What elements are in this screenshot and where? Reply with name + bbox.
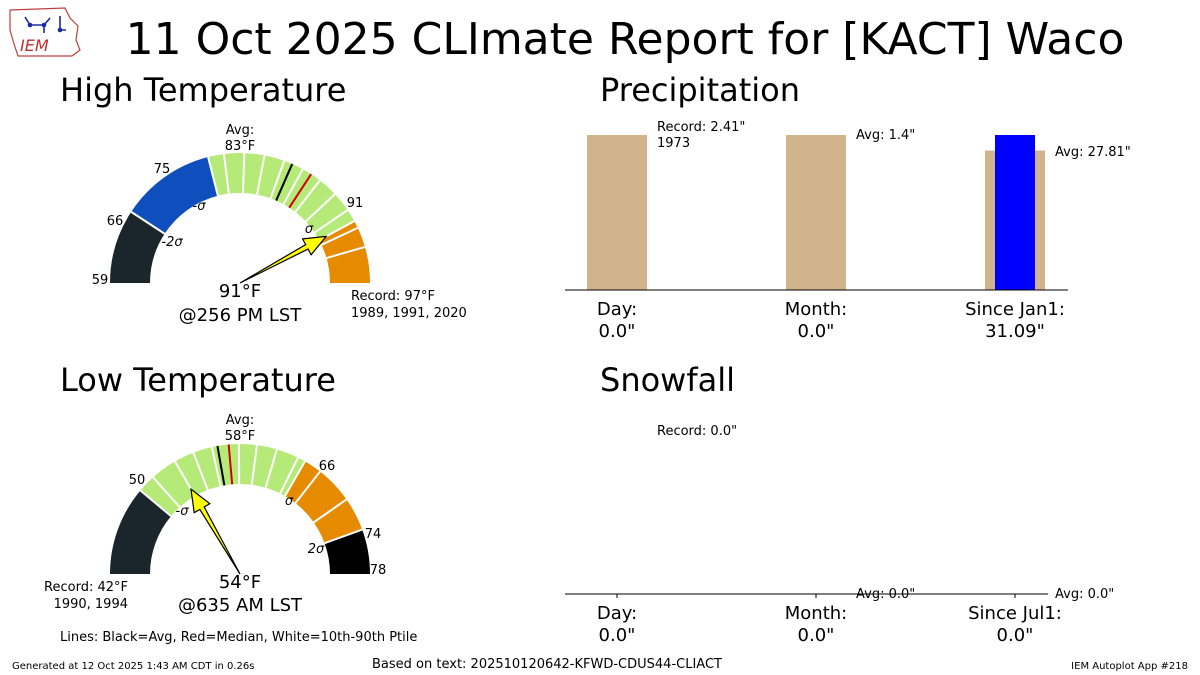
- high-temp-avg-value: 83°F: [225, 139, 256, 154]
- low-temp-value: 54°F: [219, 572, 261, 593]
- precip-record-year: 1973: [657, 136, 690, 151]
- low-temp-gauge: 50 66 74 78 -σ σ 2σ: [110, 443, 387, 578]
- sigma-label: σ: [285, 494, 294, 509]
- ptile-line: [269, 160, 286, 199]
- precip-val-day: 0.0": [599, 321, 636, 342]
- ptile-line: [321, 226, 359, 246]
- sigma-label: -2σ: [161, 235, 183, 250]
- page-title: 11 Oct 2025 CLImate Report for [KACT] Wa…: [126, 14, 1125, 65]
- low-temp-title: Low Temperature: [60, 361, 336, 399]
- gauge-band: [324, 529, 370, 574]
- precip-month-avg: Avg: 1.4": [856, 128, 915, 143]
- source-text-id: Based on text: 202510120642-KFWD-CDUS44-…: [372, 657, 722, 672]
- ptile-line: [313, 498, 348, 524]
- snow-record-label: Record: 0.0": [657, 424, 737, 439]
- high-temp-avg-label: Avg:: [226, 123, 254, 138]
- sigma-label: -σ: [176, 504, 190, 519]
- high-temp-time: @256 PM LST: [179, 305, 303, 326]
- sigma-label: σ: [305, 222, 314, 237]
- ptile-line: [241, 153, 246, 194]
- needle-arrow: [190, 487, 241, 575]
- logo-dot-icon: [27, 22, 33, 28]
- ptile-line: [305, 193, 336, 223]
- band-boundary: [207, 156, 219, 196]
- precip-year-avg: Avg: 27.81": [1055, 145, 1131, 160]
- snow-month-avg: Avg: 0.0": [856, 587, 915, 602]
- ptile-line: [256, 155, 266, 195]
- precip-cat-day: Day:: [597, 299, 637, 320]
- snow-season-avg: Avg: 0.0": [1055, 587, 1114, 602]
- ptile-line: [282, 168, 304, 205]
- sigma-label: -σ: [193, 199, 207, 214]
- needle-arrow: [239, 235, 328, 284]
- band-boundary: [324, 528, 363, 545]
- precip-val-month: 0.0": [798, 321, 835, 342]
- precip-observed-bar: [995, 135, 1035, 290]
- gauge-band: [285, 461, 363, 544]
- precip-cat-year: Since Jan1:: [965, 299, 1065, 320]
- avg-line: [275, 163, 294, 201]
- precip-bar-chart: [587, 135, 1045, 290]
- precip-cat-month: Month:: [785, 299, 847, 320]
- band-boundary: [139, 489, 172, 517]
- threshold-label: 66: [319, 459, 336, 474]
- ptile-line: [326, 245, 366, 259]
- snow-val-season: 0.0": [997, 625, 1034, 646]
- ptile-line: [210, 446, 222, 487]
- precip-title: Precipitation: [600, 71, 800, 109]
- high-temp-value: 91°F: [219, 281, 261, 302]
- high-temp-gauge: 59 66 75 91 -2σ -σ σ: [92, 153, 370, 288]
- gauge-band: [110, 211, 165, 283]
- band-boundary: [130, 211, 166, 235]
- ptile-line: [313, 209, 349, 234]
- precip-reference-bar: [587, 135, 647, 290]
- snow-cat-season: Since Jul1:: [968, 603, 1062, 624]
- threshold-label: 78: [370, 563, 387, 578]
- low-temp-record-years: 1990, 1994: [54, 597, 128, 612]
- high-temp-record: Record: 97°F: [351, 289, 435, 304]
- logo-text: IEM: [20, 36, 49, 55]
- threshold-label: 59: [92, 273, 109, 288]
- low-temp-avg-value: 58°F: [225, 429, 256, 444]
- precip-val-year: 31.09": [985, 321, 1045, 342]
- threshold-label: 74: [365, 527, 382, 542]
- sigma-label: 2σ: [308, 542, 325, 557]
- snow-cat-day: Day:: [597, 603, 637, 624]
- ptile-line: [192, 452, 209, 491]
- generated-timestamp: Generated at 12 Oct 2025 1:43 AM CDT in …: [12, 661, 254, 672]
- snow-val-day: 0.0": [599, 625, 636, 646]
- iem-logo: IEM: [9, 7, 81, 57]
- snowfall-title: Snowfall: [600, 361, 735, 399]
- ptile-line: [279, 457, 299, 494]
- low-temp-record: Record: 42°F: [44, 580, 128, 595]
- snow-cat-month: Month:: [785, 603, 847, 624]
- low-temp-avg-label: Avg:: [226, 413, 254, 428]
- median-line: [288, 173, 312, 209]
- gauge-band: [131, 156, 218, 234]
- median-line: [227, 444, 234, 485]
- gauge-band: [208, 153, 355, 241]
- threshold-label: 66: [107, 214, 124, 229]
- precip-reference-bar: [786, 135, 846, 290]
- threshold-label: 91: [347, 196, 364, 211]
- ptile-line: [264, 449, 278, 488]
- low-temp-time: @635 AM LST: [178, 595, 303, 616]
- high-temp-title: High Temperature: [60, 71, 346, 109]
- app-id: IEM Autoplot App #218: [1071, 661, 1188, 672]
- precip-record-label: Record: 2.41": [657, 120, 745, 135]
- threshold-label: 75: [154, 162, 171, 177]
- avg-line: [216, 445, 226, 486]
- lines-legend-note: Lines: Black=Avg, Red=Median, White=10th…: [60, 630, 417, 645]
- high-temp-record-years: 1989, 1991, 2020: [351, 306, 467, 321]
- snow-val-month: 0.0": [798, 625, 835, 646]
- ptile-line: [222, 153, 230, 194]
- ptile-line: [250, 444, 258, 485]
- ptile-line: [152, 476, 181, 508]
- ptile-line: [294, 470, 321, 504]
- band-boundary: [284, 460, 306, 497]
- threshold-label: 50: [129, 473, 146, 488]
- ptile-line: [294, 179, 321, 213]
- gauge-band: [110, 490, 172, 574]
